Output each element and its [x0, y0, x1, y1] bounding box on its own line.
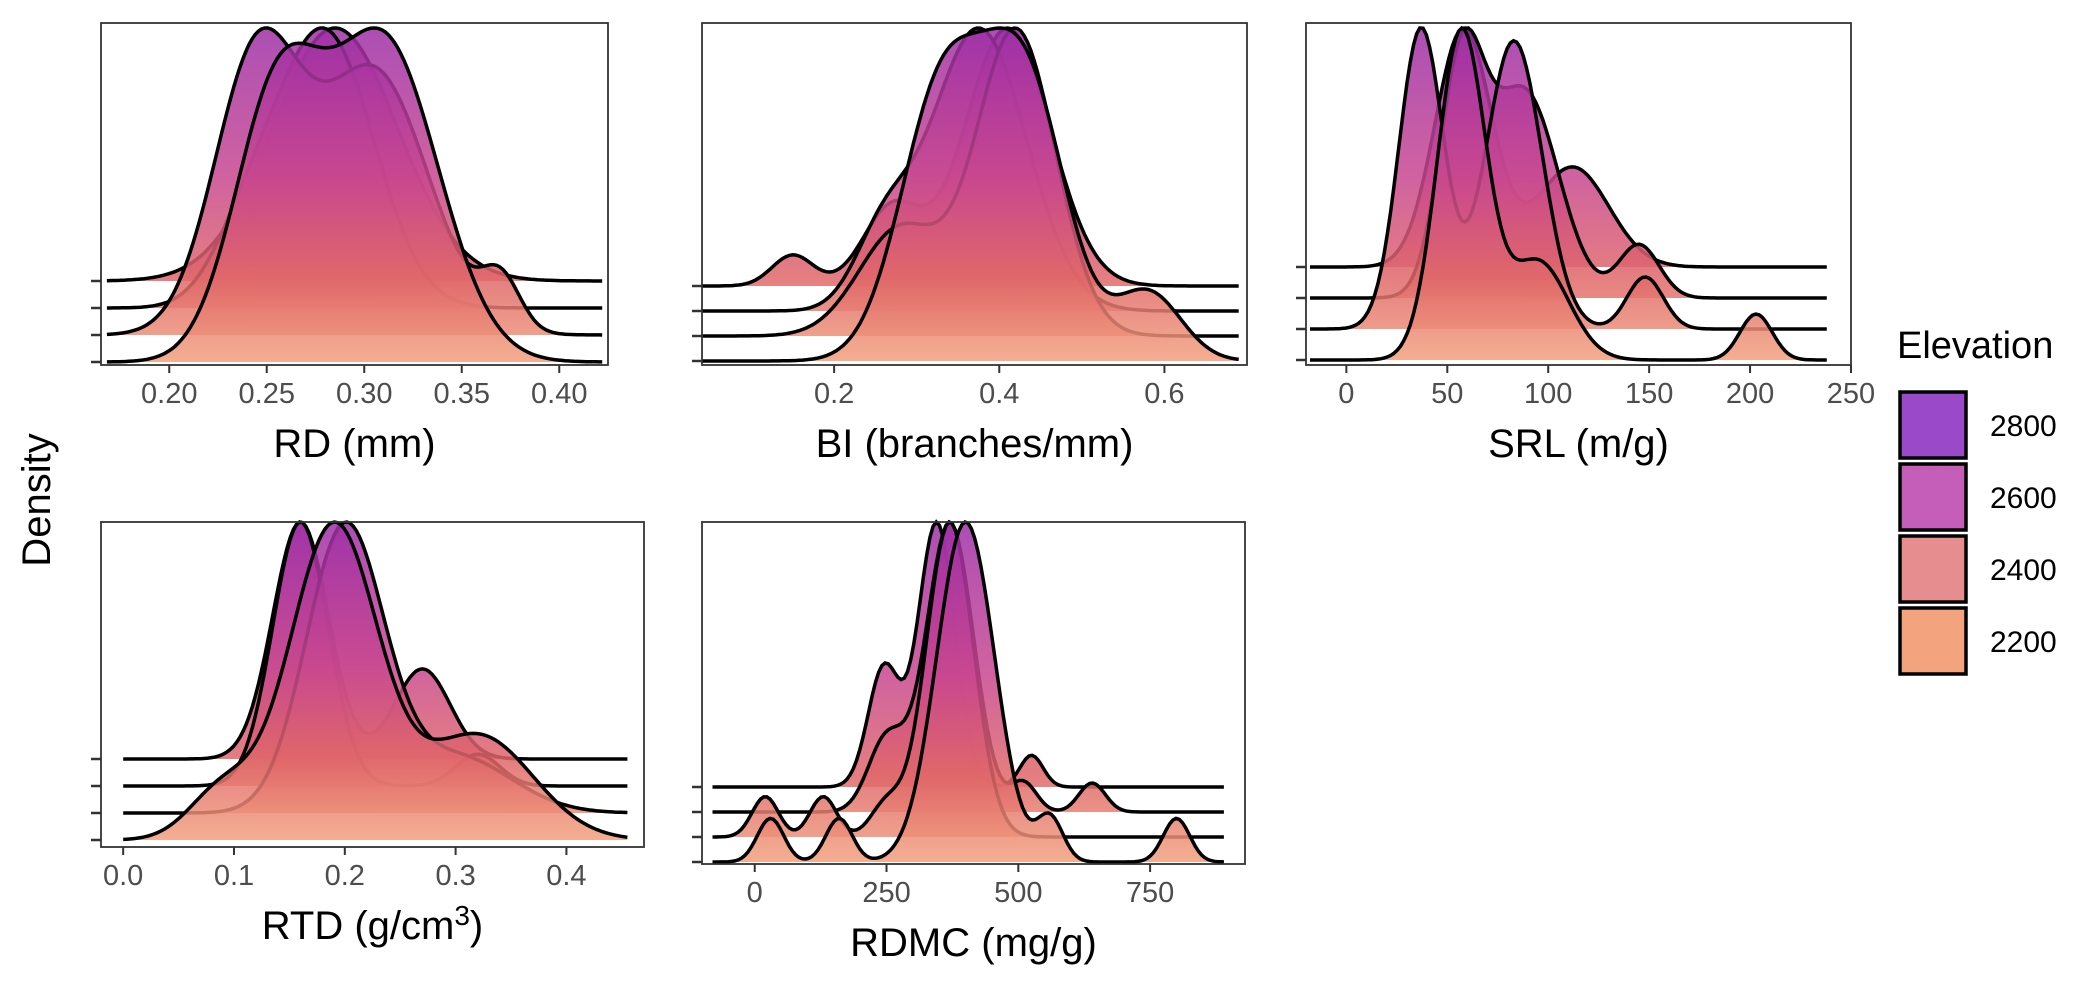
panel-border [100, 22, 609, 366]
legend-title: Elevation [1897, 325, 2053, 367]
ridge-fill-2200 [106, 28, 603, 362]
x-tick-label: 0.25 [239, 378, 295, 410]
panel-border [1305, 22, 1852, 366]
x-axis-title: SRL (m/g) [1488, 422, 1669, 466]
x-tick-label: 0.2 [325, 860, 365, 892]
x-tick-label: 0.30 [336, 378, 392, 410]
legend-key-2400 [1898, 534, 1968, 604]
legend: Elevation 2800 2600 2400 2200 [1897, 325, 2057, 676]
x-tick-label: 0.2 [814, 378, 854, 410]
legend-key-2800 [1898, 390, 1968, 460]
y-axis-title: Density [15, 433, 59, 566]
x-tick-label: 50 [1431, 378, 1463, 410]
ridge-line-2200 [702, 26, 1239, 363]
ridge-fill-2200 [702, 28, 1239, 361]
x-tick-label: 0.6 [1144, 378, 1184, 410]
panel-border [701, 521, 1246, 865]
x-axis-title: RTD (g/cm3) [262, 900, 484, 948]
panel-3: 0 50 100 150 200 250 SRL (m/g) [1296, 22, 1875, 466]
x-tick-label: 500 [994, 877, 1042, 909]
ridge-line-2200 [1310, 25, 1827, 362]
x-tick-label: 200 [1726, 378, 1774, 410]
x-axis-title: BI (branches/mm) [816, 422, 1134, 466]
x-tick-label: 0.40 [531, 378, 587, 410]
x-tick-label: 0.35 [434, 378, 490, 410]
legend-key-2600 [1898, 462, 1968, 532]
legend-label: 2400 [1990, 554, 2057, 587]
ridge-line-2200 [106, 26, 603, 364]
panel-border [100, 521, 645, 848]
panel-border [701, 22, 1248, 366]
x-tick-label: 0.20 [141, 378, 197, 410]
x-tick-label: 0.1 [214, 860, 254, 892]
legend-label: 2200 [1990, 626, 2057, 659]
legend-label: 2600 [1990, 482, 2057, 515]
x-tick-label: 0.0 [103, 860, 143, 892]
x-tick-label: 250 [1827, 378, 1875, 410]
x-tick-label: 0 [1338, 378, 1354, 410]
panel-2: 0.2 0.4 0.6 BI (branches/mm) [692, 22, 1248, 466]
x-tick-label: 0.3 [435, 860, 475, 892]
panel-4: 0.0 0.1 0.2 0.3 0.4 RTD (g/cm3) [91, 520, 645, 948]
x-tick-label: 750 [1126, 877, 1174, 909]
ridge-line-2200 [123, 520, 628, 842]
x-axis-title: RD (mm) [273, 422, 435, 466]
x-tick-label: 150 [1625, 378, 1673, 410]
x-tick-label: 0.4 [546, 860, 586, 892]
x-axis-title: RDMC (mg/g) [850, 921, 1097, 965]
legend-label: 2800 [1990, 410, 2057, 443]
x-tick-label: 0 [747, 877, 763, 909]
legend-key-2200 [1898, 606, 1968, 676]
ridge-fill-2200 [712, 522, 1224, 862]
x-tick-label: 0.4 [979, 378, 1019, 410]
x-tick-label: 100 [1524, 378, 1572, 410]
x-tick-label: 250 [862, 877, 910, 909]
ridge-fill-2200 [1310, 28, 1827, 360]
panel-5: 0 250 500 750 RDMC (mg/g) [692, 519, 1246, 965]
ridge-fill-2200 [123, 522, 628, 840]
panel-1: 0.20 0.25 0.30 0.35 0.40 RD (mm) [91, 22, 609, 466]
ridge-line-2200 [712, 519, 1224, 864]
